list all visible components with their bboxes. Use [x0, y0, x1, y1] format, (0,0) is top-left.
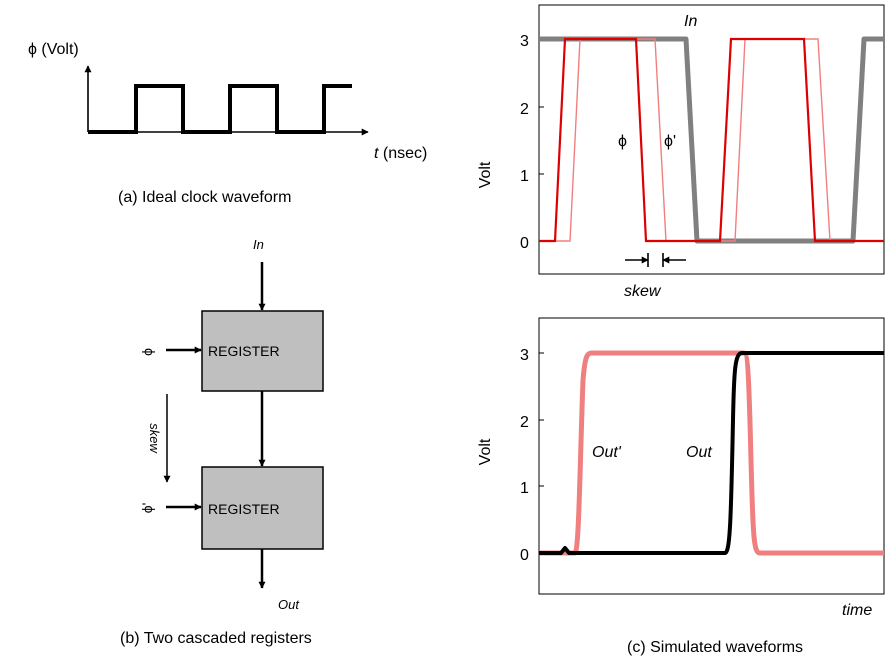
trace-label-out: Out	[686, 444, 712, 461]
ytick-label: 2	[520, 101, 529, 118]
plot-frame-top	[538, 4, 885, 275]
register-1-label: REGISTER	[208, 343, 280, 359]
register-2-label: REGISTER	[208, 501, 280, 517]
trace-out	[539, 351, 884, 555]
ideal-clock-waveform	[88, 84, 352, 134]
caption-b: (b) Two cascaded registers	[120, 630, 312, 647]
trace-out-prime	[539, 350, 884, 556]
trace-phi-prime	[539, 38, 884, 242]
trace-in	[539, 36, 884, 244]
y-axis-label-bottom: Volt	[477, 438, 494, 465]
y-axis-label: ϕ (Volt)	[28, 41, 79, 58]
trace-label-out-prime: Out'	[592, 444, 622, 461]
clock-label: ϕ	[139, 348, 155, 356]
skew-indicator	[625, 253, 686, 267]
trace-label-phi: ϕ	[618, 133, 627, 150]
clock2-label: ϕ'	[139, 503, 155, 514]
y-axis-label-top: Volt	[477, 161, 494, 188]
panel-a: ϕ (Volt) t (nsec) (a) Ideal clock wavefo…	[28, 41, 427, 206]
caption-c: (c) Simulated waveforms	[627, 639, 803, 656]
output-label: Out	[278, 597, 300, 612]
x-axis-label: t (nsec)	[374, 145, 427, 162]
panel-c-top-plot: Volt 3 2 1 0 In ϕ ϕ' skew	[477, 4, 885, 300]
ytick-label: 1	[520, 168, 529, 185]
ytick-label: 0	[520, 547, 529, 564]
caption-a: (a) Ideal clock waveform	[118, 189, 291, 206]
input-label: In	[253, 237, 264, 252]
skew-label-c: skew	[624, 283, 662, 300]
trace-label-in: In	[684, 13, 697, 30]
skew-label: skew	[147, 423, 162, 454]
register-2	[201, 466, 324, 550]
trace-phi	[539, 37, 884, 243]
panel-b: In REGISTER ϕ skew REGISTER ϕ' Out (b) T…	[120, 237, 324, 647]
plot-frame-bottom	[538, 317, 885, 595]
time-label: time	[842, 602, 872, 619]
ytick-label: 3	[520, 347, 529, 364]
register-1	[201, 310, 324, 392]
trace-label-phi-prime: ϕ'	[664, 133, 676, 150]
ytick-label: 3	[520, 33, 529, 50]
ytick-label: 2	[520, 414, 529, 431]
ytick-label: 0	[520, 235, 529, 252]
ytick-label: 1	[520, 480, 529, 497]
panel-c-bottom-plot: Volt 3 2 1 0 Out' Out time	[477, 317, 885, 619]
